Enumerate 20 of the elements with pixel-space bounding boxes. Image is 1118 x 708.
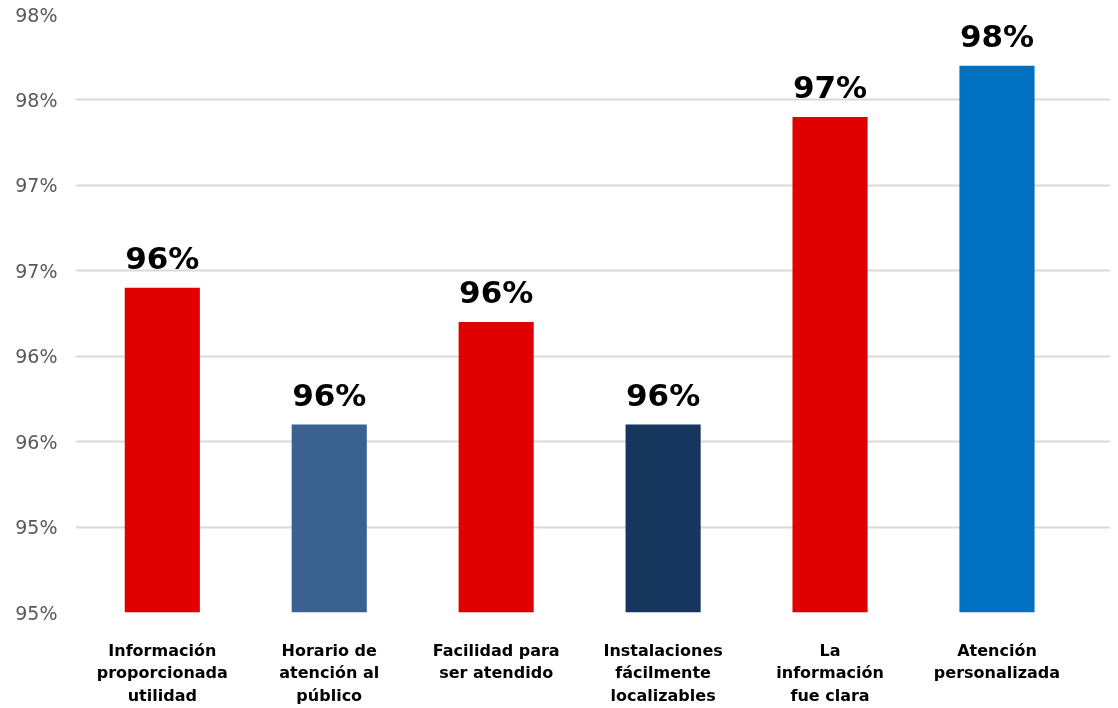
y-tick-label: 97% xyxy=(15,174,58,197)
data-label: 97% xyxy=(792,69,868,106)
x-tick-label: Información proporcionada utilidad xyxy=(96,640,228,706)
x-tick-label: Facilidad para ser atendido xyxy=(432,640,560,683)
y-tick-label: 96% xyxy=(15,430,58,453)
data-label: 96% xyxy=(626,376,701,413)
y-tick-label: 95% xyxy=(15,601,58,624)
y-tick-label: 98% xyxy=(15,88,58,111)
x-tick-label: Horario de atención al público xyxy=(279,640,380,706)
y-tick-label: 97% xyxy=(15,259,58,282)
data-label: 96% xyxy=(292,376,367,413)
x-tick-label: Atención personalizada xyxy=(933,640,1061,683)
data-label: 96% xyxy=(459,274,534,311)
x-tick-label: Instalaciones fácilmente localizables xyxy=(603,640,723,706)
y-tick-label: 96% xyxy=(15,345,58,368)
x-tick-label: La información fue clara xyxy=(776,640,884,706)
y-tick-label: 98% xyxy=(15,3,58,26)
y-tick-label: 95% xyxy=(15,516,58,539)
data-label: 98% xyxy=(959,17,1035,54)
data-label: 96% xyxy=(125,239,200,276)
